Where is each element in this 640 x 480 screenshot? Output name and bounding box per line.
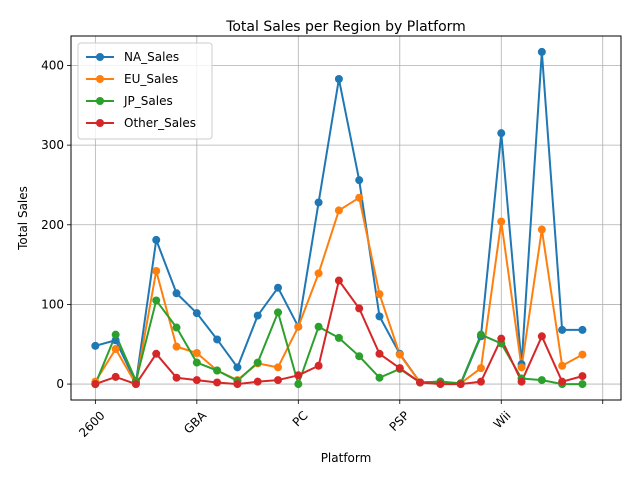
grid-lines [71, 36, 621, 400]
x-axis-title: Platform [321, 451, 372, 465]
legend-box [77, 42, 213, 140]
data-point [152, 296, 161, 305]
data-point [192, 376, 201, 385]
data-point [537, 47, 546, 56]
series-markers [91, 47, 587, 389]
data-point [355, 193, 364, 202]
data-point [355, 304, 364, 313]
data-point [294, 371, 303, 380]
data-point [314, 322, 323, 331]
data-point [476, 364, 485, 373]
data-point [537, 225, 546, 234]
data-point [476, 377, 485, 386]
legend-label: JP_Sales [123, 94, 173, 108]
data-point [395, 364, 404, 373]
data-point [91, 380, 100, 389]
data-point [274, 283, 283, 292]
data-point [91, 341, 100, 350]
y-axis-ticks: 0 100 200 300 400 [41, 58, 71, 391]
data-point [172, 373, 181, 382]
data-point [334, 75, 343, 84]
data-point [537, 332, 546, 341]
y-tick-label: 200 [41, 218, 64, 232]
data-point [131, 380, 140, 389]
data-point [395, 350, 404, 359]
data-point [253, 358, 262, 367]
data-point [172, 323, 181, 332]
data-point [334, 206, 343, 215]
data-point [111, 372, 120, 381]
data-point [517, 377, 526, 386]
data-point [334, 276, 343, 285]
data-point [213, 378, 222, 387]
legend-marker [96, 97, 104, 105]
data-point [192, 309, 201, 318]
data-point [274, 308, 283, 317]
data-point [152, 266, 161, 275]
data-point [253, 311, 262, 320]
data-point [192, 358, 201, 367]
data-point [334, 333, 343, 342]
legend-marker [96, 75, 104, 83]
data-point [497, 334, 506, 343]
data-point [416, 378, 425, 387]
legend-label: Other_Sales [124, 116, 196, 130]
data-point [213, 335, 222, 344]
chart-title: Total Sales per Region by Platform [225, 19, 466, 35]
data-point [375, 373, 384, 382]
data-point [578, 325, 587, 334]
data-point [213, 366, 222, 375]
data-point [253, 377, 262, 386]
data-point [497, 129, 506, 138]
data-point [192, 349, 201, 358]
y-tick-label: 100 [41, 297, 64, 311]
data-point [294, 380, 303, 389]
data-point [111, 330, 120, 339]
data-point [314, 269, 323, 278]
y-axis-title: Total Sales [16, 186, 30, 251]
data-point [274, 363, 283, 372]
y-tick-label: 300 [41, 138, 64, 152]
data-point [456, 380, 465, 389]
data-point [172, 342, 181, 351]
data-point [152, 235, 161, 244]
data-point [375, 290, 384, 299]
data-point [375, 349, 384, 358]
data-point [314, 361, 323, 370]
legend-marker [96, 119, 104, 127]
data-point [274, 376, 283, 385]
data-point [355, 176, 364, 185]
data-point [436, 380, 445, 389]
data-point [152, 349, 161, 358]
legend: NA_Sales EU_Sales JP_Sales Other_Sales [77, 42, 213, 140]
data-point [558, 361, 567, 370]
data-point [233, 380, 242, 389]
data-point [578, 350, 587, 359]
y-tick-label: 0 [56, 377, 64, 391]
data-point [517, 363, 526, 372]
data-point [578, 372, 587, 381]
legend-label: EU_Sales [124, 72, 178, 86]
data-point [375, 312, 384, 321]
data-point [476, 330, 485, 339]
data-point [537, 376, 546, 385]
plot-frame [70, 35, 622, 401]
data-point [497, 217, 506, 226]
data-point [558, 377, 567, 386]
data-point [558, 325, 567, 334]
legend-marker [96, 53, 104, 61]
data-point [111, 345, 120, 354]
data-point [233, 363, 242, 372]
legend-label: NA_Sales [124, 50, 179, 64]
y-tick-label: 400 [41, 58, 64, 72]
data-point [172, 289, 181, 298]
data-point [578, 380, 587, 389]
data-point [314, 198, 323, 207]
data-point [355, 352, 364, 361]
data-point [111, 336, 120, 345]
data-point [294, 322, 303, 331]
